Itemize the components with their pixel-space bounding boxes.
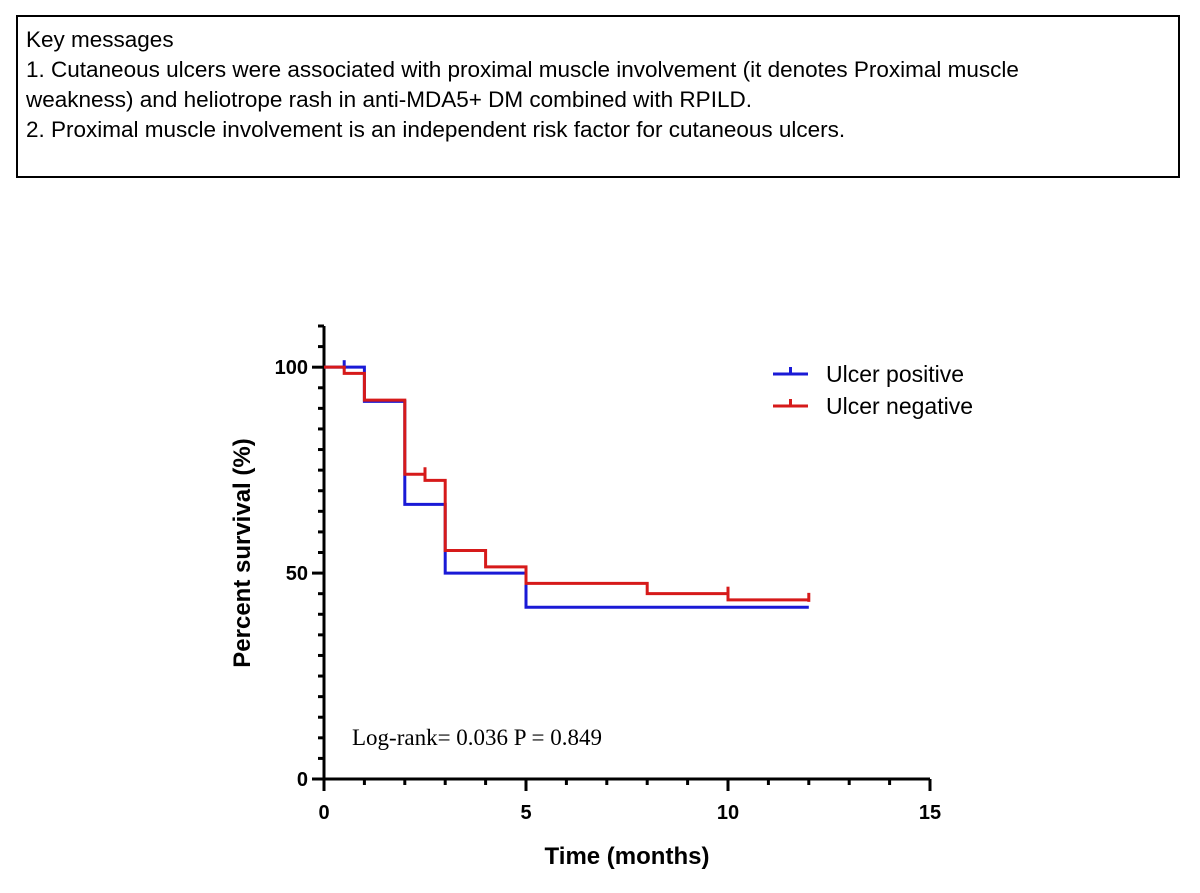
legend-label: Ulcer positive [826, 361, 964, 387]
chart-legend: Ulcer positive Ulcer negative [773, 361, 973, 419]
x-tick-label: 5 [520, 802, 531, 824]
chart-axes: 0 50 100 0 5 10 15 [275, 324, 941, 824]
y-tick-label: 0 [297, 769, 308, 791]
key-message-2: 2. Proximal muscle involvement is an ind… [26, 117, 846, 142]
x-tick-label: 15 [919, 802, 941, 824]
x-tick-label: 0 [318, 802, 329, 824]
x-axis-title: Time (months) [545, 843, 710, 870]
key-message-1b: weakness) and heliotrope rash in anti-MD… [26, 87, 752, 112]
x-tick-label: 10 [717, 802, 739, 824]
series-line-ulcer-positive [324, 365, 809, 609]
key-messages-heading: Key messages [26, 27, 174, 52]
legend-label: Ulcer negative [826, 393, 973, 419]
log-rank-annotation: Log-rank= 0.036 P = 0.849 [352, 725, 602, 750]
y-tick-label: 100 [275, 357, 308, 379]
series-line-ulcer-negative [324, 365, 809, 602]
chart-series-layer [324, 360, 811, 609]
key-messages-box: Key messages 1. Cutaneous ulcers were as… [16, 15, 1180, 178]
y-tick-label: 50 [286, 563, 308, 585]
y-axis-title: Percent survival (%) [229, 438, 256, 667]
key-message-1a: 1. Cutaneous ulcers were associated with… [26, 57, 1019, 82]
